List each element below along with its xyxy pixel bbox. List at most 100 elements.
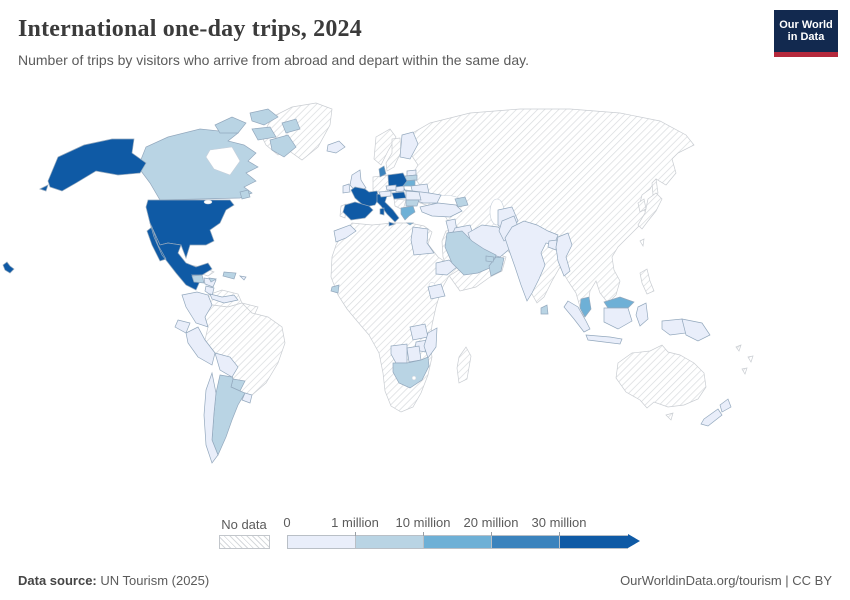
region-slovakia[interactable] [395, 185, 405, 193]
region-sicily[interactable] [388, 221, 397, 227]
region-botswana[interactable] [406, 345, 422, 363]
legend-swatch-b4[interactable] [491, 532, 560, 549]
region-sri-lanka[interactable] [540, 304, 549, 315]
region-sierra-leone[interactable] [330, 284, 340, 294]
region-ireland[interactable] [342, 183, 351, 194]
region-denmark[interactable] [378, 165, 387, 178]
region-sakhalin[interactable] [651, 178, 659, 196]
data-source-label: Data source: [18, 573, 97, 588]
owid-logo-line1: Our World [779, 19, 833, 31]
legend-nodata-label: No data [221, 517, 267, 532]
region-crete[interactable] [405, 222, 415, 226]
legend-swatch-b3[interactable] [423, 532, 492, 549]
region-uae[interactable] [485, 255, 495, 263]
region-australia[interactable] [615, 344, 707, 409]
lesotho-enclave [411, 375, 417, 381]
region-africa-mainland[interactable] [330, 222, 463, 413]
region-tanzania[interactable] [427, 283, 446, 300]
data-source-value: UN Tourism (2025) [96, 573, 210, 588]
legend-tick-3: 20 million [463, 515, 519, 530]
region-japan[interactable] [637, 192, 663, 230]
region-egypt[interactable] [410, 226, 435, 256]
region-costa-rica-panama[interactable] [209, 293, 239, 304]
region-pacific-islands[interactable] [735, 344, 754, 375]
region-korea[interactable] [637, 198, 647, 213]
world-choropleth-map [0, 95, 850, 505]
footer-link[interactable]: OurWorldinData.org/tourism | CC BY [620, 573, 832, 588]
legend-swatch-b1[interactable] [287, 535, 356, 549]
region-zambia[interactable] [409, 323, 429, 341]
legend-swatch-b2[interactable] [355, 532, 424, 549]
legend-tick-4: 30 million [531, 515, 587, 530]
region-finland[interactable] [399, 131, 419, 160]
region-jamaica[interactable] [208, 277, 218, 283]
region-sardinia[interactable] [379, 207, 385, 216]
region-new-zealand-south[interactable] [700, 408, 723, 427]
region-newfoundland[interactable] [239, 189, 251, 200]
legend-swatch-b5[interactable] [559, 532, 628, 549]
region-taiwan[interactable] [639, 238, 645, 248]
region-canada-arctic-islands[interactable] [214, 108, 301, 158]
region-sumatra[interactable] [563, 300, 591, 333]
region-romania[interactable] [405, 190, 422, 201]
region-hispaniola[interactable] [222, 271, 237, 280]
owid-logo-line2: in Data [787, 31, 825, 43]
region-alaska[interactable] [39, 138, 147, 192]
region-colombia[interactable] [181, 291, 213, 328]
owid-logo[interactable]: Our World in Data [774, 10, 838, 57]
region-caucasus[interactable] [454, 196, 469, 208]
region-canada[interactable] [137, 128, 259, 201]
page-title: International one-day trips, 2024 [18, 16, 362, 42]
region-java[interactable] [585, 334, 623, 345]
region-bangladesh[interactable] [547, 239, 558, 251]
region-iceland[interactable] [326, 140, 346, 154]
region-united-kingdom[interactable] [349, 169, 367, 193]
region-south-africa[interactable] [392, 356, 430, 389]
region-chile[interactable] [203, 371, 219, 464]
region-madagascar[interactable] [456, 346, 472, 384]
region-czechia[interactable] [385, 184, 397, 191]
region-puerto-rico[interactable] [238, 275, 247, 281]
region-bolivia[interactable] [214, 352, 239, 378]
region-papua-new-guinea[interactable] [681, 318, 711, 342]
legend-tick-1: 1 million [331, 515, 379, 530]
legend-arrow [628, 534, 640, 548]
region-west-papua[interactable] [661, 318, 687, 336]
region-malaysia-peninsular[interactable] [579, 296, 592, 318]
legend-nodata-swatch[interactable] [219, 535, 270, 549]
region-tasmania[interactable] [665, 412, 674, 421]
region-guatemala[interactable] [191, 274, 205, 284]
region-austria[interactable] [378, 190, 392, 198]
region-malaysia-borneo[interactable] [603, 296, 635, 309]
region-new-zealand-north[interactable] [719, 398, 732, 413]
legend-tick-2: 10 million [395, 515, 451, 530]
region-uruguay[interactable] [241, 392, 253, 404]
region-myanmar[interactable] [555, 232, 573, 277]
region-sweden[interactable] [385, 137, 402, 172]
region-norway[interactable] [373, 128, 397, 166]
region-ethiopia[interactable] [435, 259, 458, 276]
legend-tick-0: 0 [283, 515, 291, 530]
region-peru[interactable] [185, 326, 216, 366]
page-subtitle: Number of trips by visitors who arrive f… [18, 52, 529, 68]
great-lakes [203, 199, 213, 205]
region-brazil[interactable] [204, 302, 286, 398]
region-morocco[interactable] [333, 224, 357, 243]
region-spain[interactable] [342, 201, 374, 221]
region-italy[interactable] [376, 193, 400, 223]
region-sulawesi[interactable] [635, 302, 649, 327]
region-turkey[interactable] [419, 202, 463, 218]
region-hungary[interactable] [391, 191, 407, 200]
region-philippines[interactable] [639, 268, 655, 295]
region-mozambique[interactable] [423, 327, 438, 359]
region-borneo-indonesia[interactable] [603, 307, 633, 330]
region-germany[interactable] [372, 174, 390, 194]
map-svg [2, 102, 754, 464]
map-legend: No data 0 1 million 10 million 20 millio… [0, 512, 850, 556]
region-greece[interactable] [400, 205, 416, 221]
region-india[interactable] [504, 220, 559, 302]
region-bulgaria[interactable] [405, 199, 420, 207]
region-hawaii[interactable] [2, 261, 15, 274]
region-ecuador[interactable] [174, 319, 191, 334]
region-mexico[interactable] [146, 222, 213, 291]
